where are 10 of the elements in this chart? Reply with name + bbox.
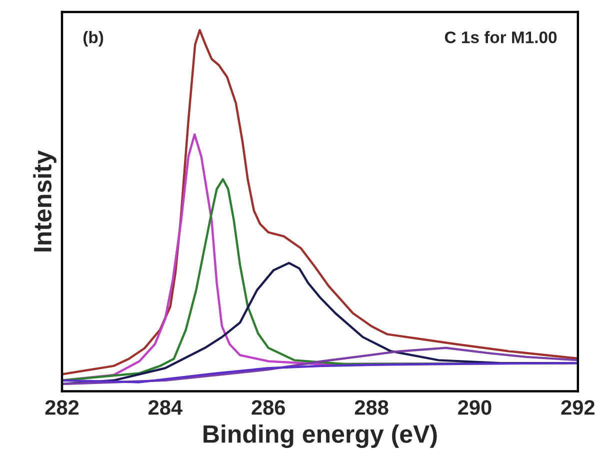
x-tick-label: 284 bbox=[148, 400, 182, 415]
annotation: (b) bbox=[83, 31, 104, 47]
x-tick-label: 290 bbox=[458, 400, 492, 415]
x-tick-label: 282 bbox=[45, 400, 79, 415]
annotation: C 1s for M1.00 bbox=[444, 31, 557, 44]
x-tick-label: 286 bbox=[252, 400, 285, 415]
y-axis-title: Intensity bbox=[33, 150, 56, 252]
x-axis-title: Binding energy (eV) bbox=[204, 424, 437, 448]
x-tick-label: 288 bbox=[354, 400, 388, 415]
x-tick-label: 292 bbox=[561, 400, 594, 415]
